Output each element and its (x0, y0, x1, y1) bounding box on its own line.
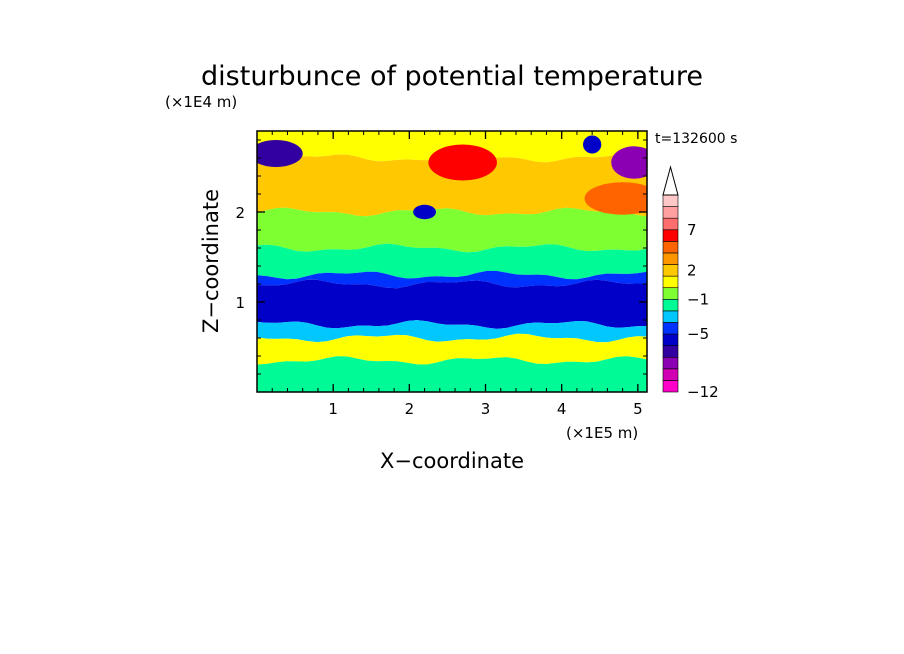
field-feature (413, 204, 437, 220)
field-band (257, 279, 647, 329)
field-feature (428, 144, 497, 181)
colorbar-swatch (662, 194, 679, 207)
colorbar-tick-label: −1 (687, 290, 709, 308)
field-feature (257, 140, 303, 167)
colorbar-swatch (662, 241, 679, 254)
colorbar-swatch (662, 333, 679, 346)
x-axis-label: X−coordinate (380, 449, 524, 473)
y-axis: 12 (235, 139, 647, 375)
colorbar-swatch (662, 275, 679, 289)
colorbar-swatch (662, 322, 679, 335)
colorbar-tick-label: −12 (687, 383, 719, 401)
field-band (257, 333, 647, 365)
x-tick-label: 4 (557, 400, 567, 418)
colorbar-swatch (662, 368, 679, 381)
plot-frame (256, 130, 648, 393)
x-tick-label: 2 (405, 400, 415, 418)
temperature-field (257, 131, 647, 392)
field-band (257, 270, 647, 289)
colorbar-swatch (662, 229, 679, 242)
y-axis-label: Z−coordinate (199, 189, 223, 333)
colorbar-swatch (662, 287, 679, 300)
chart-title: disturbunce of potential temperature (201, 61, 703, 92)
x-tick-label: 5 (633, 400, 643, 418)
colorbar: −12−5−127 (662, 165, 719, 401)
x-tick-label: 3 (481, 400, 491, 418)
x-axis: 1 2 3 4 5 (271, 131, 643, 418)
field-band (257, 207, 647, 253)
colorbar-swatch (662, 380, 679, 393)
colorbar-swatch (662, 206, 679, 219)
field-feature (584, 182, 647, 215)
field-band (257, 243, 647, 280)
colorbar-tick-label: −5 (687, 325, 709, 343)
field-feature (611, 146, 647, 179)
colorbar-swatch (662, 252, 679, 265)
x-tick-label: 1 (328, 400, 338, 418)
y-unit-label: (×1E4 m) (165, 93, 237, 111)
colorbar-swatch (662, 298, 679, 312)
colorbar-swatch (662, 264, 679, 277)
colorbar-swatch (662, 345, 679, 358)
colorbar-extend-max (662, 165, 679, 196)
field-band (257, 320, 647, 343)
field-band (257, 356, 647, 392)
colorbar-swatch (662, 217, 679, 231)
x-unit-label: (×1E5 m) (566, 424, 638, 442)
field-feature (583, 135, 602, 154)
colorbar-swatch (662, 310, 679, 323)
colorbar-tick-label: 7 (687, 221, 697, 239)
y-tick-label: 1 (235, 294, 245, 312)
y-tick-label: 2 (235, 204, 245, 222)
time-label: t=132600 s (655, 131, 737, 147)
colorbar-swatch (662, 356, 679, 370)
colorbar-tick-label: 2 (687, 261, 697, 279)
field-band (257, 153, 647, 217)
